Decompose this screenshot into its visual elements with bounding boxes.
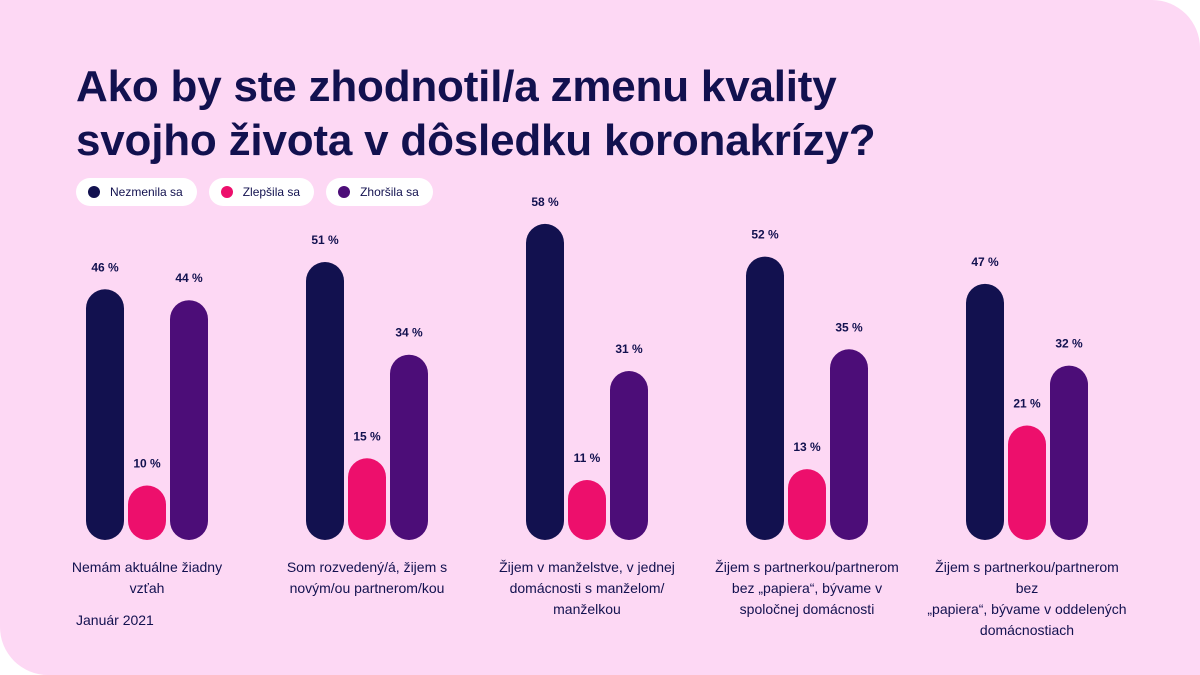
- bar-zlepsila-2: [348, 458, 386, 540]
- value-label-nezmenila-5: 47 %: [971, 255, 999, 269]
- category-label-4: Žijem s partnerkou/partnerom bez „papiera…: [707, 557, 907, 620]
- category-label-line: domácnostiach: [979, 622, 1075, 638]
- bar-zlepsila-4: [788, 469, 826, 540]
- chart-title: Ako by ste zhodnotil/a zmenu kvality svo…: [76, 60, 1126, 168]
- legend-label-zlepsila: Zlepšila sa: [242, 185, 301, 199]
- legend-label-zhorsila: Zhoršila sa: [360, 185, 419, 199]
- bar-nezmenila-2: [306, 262, 344, 540]
- date-note: Január 2021: [76, 612, 154, 628]
- legend-item-zhorsila: Zhoršila sa: [326, 178, 433, 206]
- legend-item-nezmenila: Nezmenila sa: [76, 178, 197, 206]
- bar-zlepsila-5: [1008, 425, 1046, 540]
- value-label-zhorsila-2: 34 %: [395, 326, 423, 340]
- value-label-zhorsila-1: 44 %: [175, 271, 203, 285]
- legend-swatch-nezmenila: [88, 186, 100, 198]
- value-label-zlepsila-4: 13 %: [793, 440, 821, 454]
- legend-swatch-zhorsila: [338, 186, 351, 198]
- bar-zhorsila-5: [1050, 365, 1088, 540]
- value-label-nezmenila-3: 58 %: [531, 195, 559, 209]
- category-label-line: domácnosti s manželom/: [509, 580, 665, 596]
- value-label-zhorsila-4: 35 %: [835, 320, 863, 334]
- value-label-nezmenila-1: 46 %: [91, 260, 119, 274]
- category-label-line: Žijem s partnerkou/partnerom: [715, 559, 899, 575]
- value-label-zlepsila-5: 21 %: [1013, 397, 1041, 411]
- value-label-zhorsila-3: 31 %: [615, 342, 643, 356]
- legend: Nezmenila sa Zlepšila sa Zhoršila sa: [76, 178, 433, 206]
- value-label-zhorsila-5: 32 %: [1055, 337, 1083, 351]
- category-label-line: Žijem s partnerkou/partnerom bez: [935, 559, 1119, 596]
- bar-zlepsila-3: [568, 480, 606, 540]
- legend-label-nezmenila: Nezmenila sa: [110, 185, 183, 199]
- bar-nezmenila-1: [86, 289, 124, 540]
- bar-nezmenila-4: [746, 256, 784, 540]
- category-label-line: Nemám aktuálne žiadny: [71, 559, 223, 575]
- value-label-nezmenila-4: 52 %: [751, 228, 779, 242]
- bar-zhorsila-1: [170, 300, 208, 540]
- legend-swatch-zlepsila: [220, 186, 233, 198]
- category-label-line: Som rozvedený/á, žijem s: [286, 559, 448, 575]
- bar-zlepsila-1: [128, 485, 166, 540]
- bar-zhorsila-2: [390, 354, 428, 540]
- value-label-zlepsila-3: 11 %: [574, 451, 601, 465]
- bar-nezmenila-5: [966, 283, 1004, 540]
- value-label-zlepsila-1: 10 %: [133, 457, 161, 471]
- category-label-line: „papiera“, bývame v oddelených: [927, 601, 1127, 617]
- category-label-line: vzťah: [129, 580, 165, 596]
- value-label-nezmenila-2: 51 %: [311, 233, 339, 247]
- category-label-line: Žijem v manželstve, v jednej: [499, 559, 675, 575]
- category-label-line: bez „papiera“, bývame v: [731, 580, 883, 596]
- bar-zhorsila-4: [830, 349, 868, 540]
- bar-nezmenila-3: [526, 223, 564, 540]
- value-label-zlepsila-2: 15 %: [353, 429, 381, 443]
- category-label-line: novým/ou partnerom/kou: [289, 580, 445, 596]
- title-line-1: Ako by ste zhodnotil/a zmenu kvality: [76, 62, 837, 111]
- bar-zhorsila-3: [610, 371, 648, 540]
- category-label-3: Žijem v manželstve, v jednej domácnosti s…: [487, 557, 687, 620]
- category-label-line: spoločnej domácnosti: [739, 601, 875, 617]
- category-label-2: Som rozvedený/á, žijem s novým/ou partner…: [267, 557, 467, 599]
- category-label-1: Nemám aktuálne žiadny vzťah: [47, 557, 247, 599]
- title-line-2: svojho života v dôsledku koronakrízy?: [76, 116, 876, 165]
- legend-item-zlepsila: Zlepšila sa: [208, 178, 315, 206]
- category-label-line: manželkou: [553, 601, 621, 617]
- category-label-5: Žijem s partnerkou/partnerom bez „papiera…: [927, 557, 1127, 641]
